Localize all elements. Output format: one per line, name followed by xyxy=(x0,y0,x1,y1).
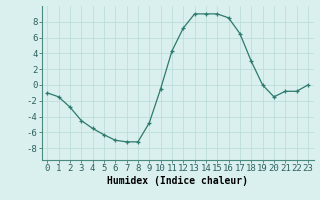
X-axis label: Humidex (Indice chaleur): Humidex (Indice chaleur) xyxy=(107,176,248,186)
